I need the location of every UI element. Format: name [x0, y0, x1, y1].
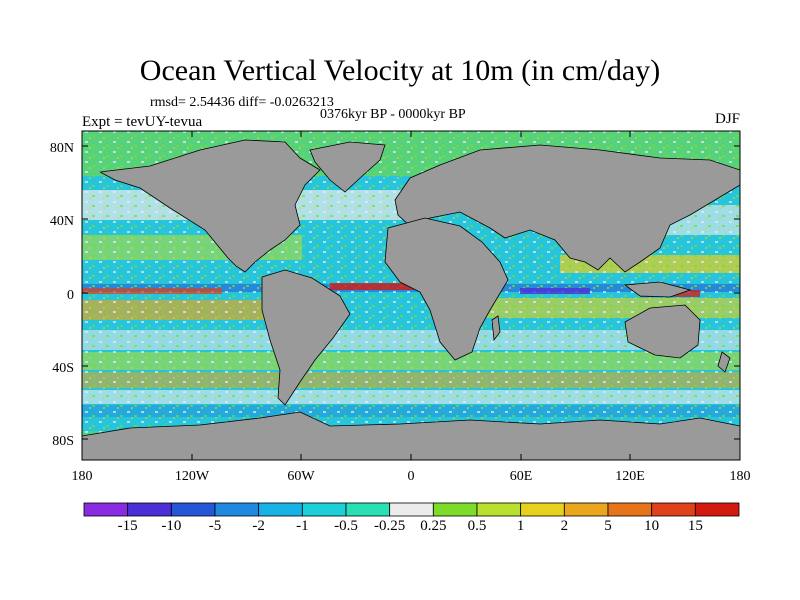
lon-label-120e: 120E	[615, 469, 645, 484]
colorbar-label: 1	[516, 518, 525, 534]
lon-label-180e: 180	[729, 469, 751, 484]
experiment-text: Expt = tevUY-tevua	[82, 114, 203, 130]
longitude-ticks	[81, 131, 741, 460]
colorbar-label: 5	[604, 518, 612, 534]
south-america	[261, 269, 351, 406]
colorbar-label: 2	[560, 518, 569, 534]
colorbar-swatch	[83, 502, 129, 517]
colorbar-swatch	[432, 502, 478, 517]
colorbar-swatch	[127, 502, 172, 517]
africa	[384, 217, 509, 361]
colorbar-swatch	[258, 502, 303, 517]
colorbar-swatch	[651, 502, 696, 517]
stats-text: rmsd= 2.54436 diff= -0.0263213	[150, 95, 334, 110]
period-text: 0376kyr BP - 0000kyr BP	[320, 107, 466, 122]
colorbar-swatch	[301, 502, 347, 517]
colorbar-swatch	[607, 502, 653, 517]
lon-label-0: 0	[407, 469, 415, 484]
indonesia	[623, 281, 692, 298]
colorbar-label: -0.5	[334, 518, 358, 534]
colorbar-swatch	[389, 502, 434, 517]
colorbar-label: 15	[687, 518, 703, 534]
colorbar-label: 0.25	[420, 518, 447, 534]
lon-label-120w: 120W	[174, 469, 210, 484]
colorbar-swatch	[170, 502, 216, 517]
lon-label-180w: 180	[71, 469, 93, 484]
colorbar-swatch	[520, 502, 565, 517]
lat-label-40s: 40S	[52, 361, 74, 376]
colorbar-swatch	[345, 502, 391, 517]
colorbar	[83, 502, 740, 517]
colorbar-label: -1	[296, 518, 309, 534]
new-zealand	[717, 351, 731, 373]
land-masses	[82, 139, 740, 460]
map-title: Ocean Vertical Velocity at 10m (in cm/da…	[139, 54, 661, 87]
antarctica	[82, 411, 740, 460]
colorbar-label: -10	[161, 518, 182, 534]
colorbar-label: -2	[252, 518, 265, 534]
colorbar-label: -5	[208, 518, 222, 534]
colorbar-swatch	[694, 502, 740, 517]
lat-label-80n: 80N	[49, 141, 74, 156]
season-text: DJF	[714, 111, 740, 127]
north-america	[98, 139, 321, 273]
lat-label-40n: 40N	[49, 214, 74, 229]
colorbar-label: -15	[117, 518, 138, 534]
colorbar-swatch	[214, 502, 260, 517]
colorbar-label: 10	[644, 518, 660, 534]
lon-label-60e: 60E	[509, 469, 533, 484]
lon-label-60w: 60W	[287, 469, 315, 484]
colorbar-swatch	[476, 502, 522, 517]
madagascar	[491, 315, 501, 342]
latitude-ticks	[82, 145, 740, 440]
colorbar-label: 0.5	[467, 518, 487, 534]
colorbar-label: -0.25	[374, 518, 406, 534]
australia	[624, 304, 701, 359]
lat-label-80s: 80S	[52, 434, 74, 449]
colorbar-swatch	[563, 502, 609, 517]
eurasia	[394, 144, 740, 273]
lat-label-0: 0	[67, 288, 74, 303]
greenland	[309, 141, 386, 193]
